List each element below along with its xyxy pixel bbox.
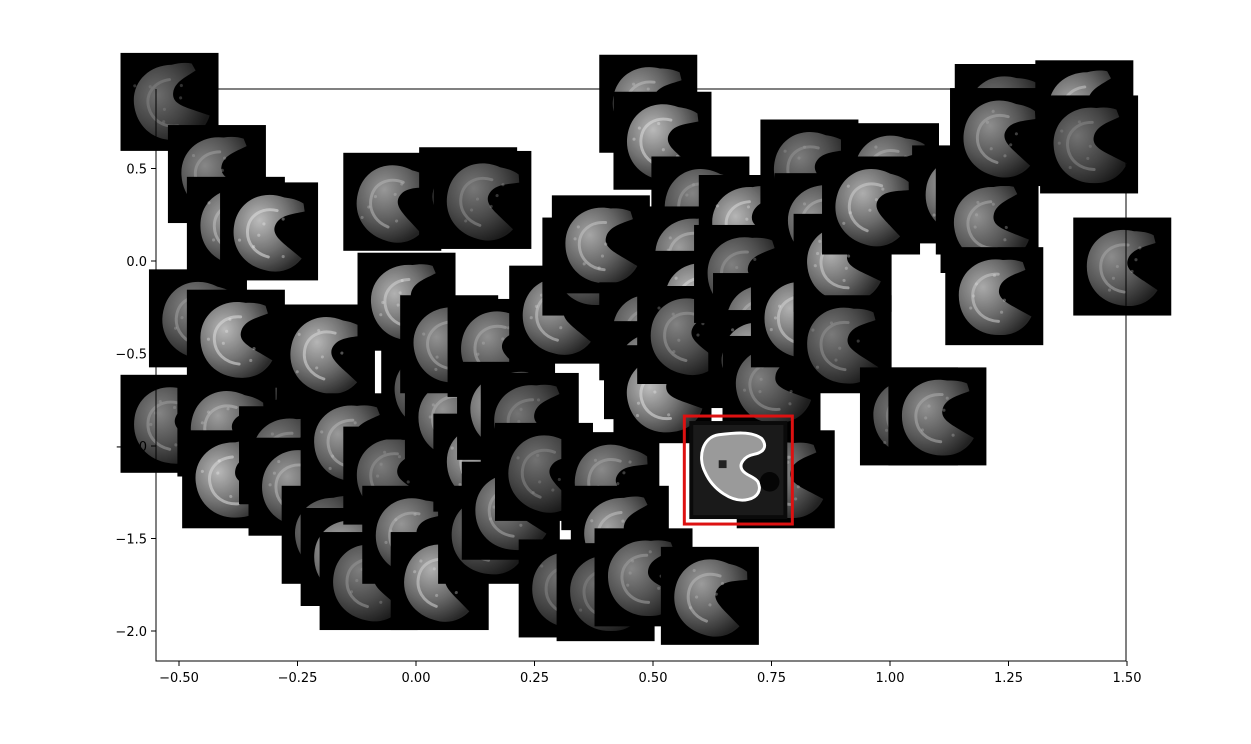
highlight-box bbox=[682, 414, 794, 526]
point-thumbnail bbox=[888, 367, 987, 466]
y-tick-label: 0.0 bbox=[126, 255, 147, 270]
point-thumbnail bbox=[1040, 95, 1139, 194]
highlighted-point-thumbnail bbox=[682, 414, 794, 526]
axes: −0.50 −0.25 0.00 0.25 0.50 0.75 1.00 1.25 1.50 0.… bbox=[115, 89, 1141, 686]
x-tick-label: 0.50 bbox=[639, 671, 668, 686]
y-tick-label: −1.5 bbox=[115, 533, 147, 548]
y-tick-label: −1.0 bbox=[115, 440, 147, 455]
y-tick-label: −2.0 bbox=[115, 625, 147, 640]
x-tick-label: 0.25 bbox=[520, 671, 549, 686]
point-thumbnail bbox=[220, 182, 319, 281]
y-tick-label: 0.5 bbox=[126, 163, 147, 178]
x-tick-label: 1.25 bbox=[994, 671, 1023, 686]
point-thumbnail bbox=[950, 88, 1049, 187]
point-thumbnail bbox=[551, 195, 650, 294]
point-thumbnail bbox=[822, 156, 921, 255]
x-tick-label: 0.75 bbox=[757, 671, 786, 686]
point-thumbnail bbox=[1073, 217, 1172, 316]
thumbnail-layer bbox=[120, 52, 1172, 662]
point-thumbnail bbox=[433, 150, 532, 249]
point-thumbnail bbox=[186, 289, 285, 388]
point-thumbnail bbox=[660, 546, 759, 645]
x-tick-label: −0.25 bbox=[278, 671, 318, 686]
point-thumbnail bbox=[945, 247, 1044, 346]
x-tick-label: 1.50 bbox=[1113, 671, 1142, 686]
x-tick-label: 1.00 bbox=[876, 671, 905, 686]
y-tick-label: −0.5 bbox=[115, 348, 147, 363]
x-tick-label: −0.50 bbox=[159, 671, 199, 686]
x-tick-label: 0.00 bbox=[402, 671, 431, 686]
